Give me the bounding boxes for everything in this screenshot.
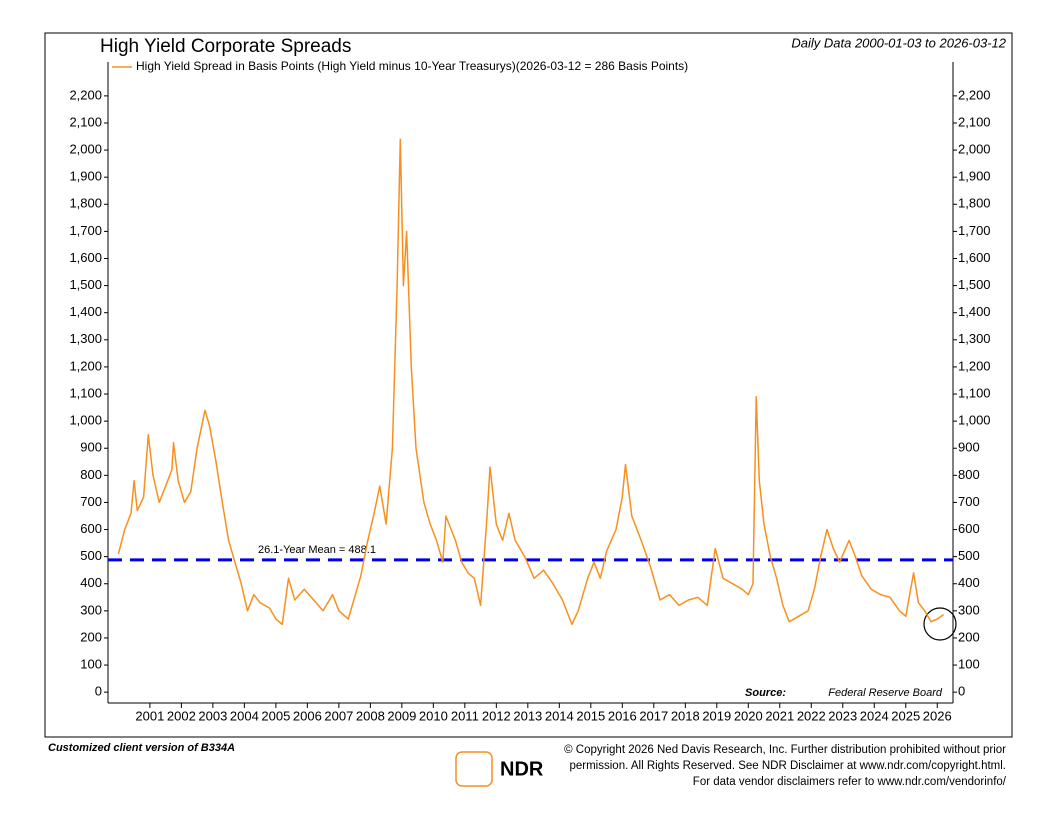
y2-tick-label: 1,700 [958,223,991,238]
y2-tick-label: 1,300 [958,331,991,346]
y2-tick-label: 1,900 [958,169,991,184]
y-tick-label: 700 [80,494,102,509]
y2-tick-label: 900 [958,440,980,455]
y2-tick-label: 2,000 [958,142,991,157]
footer-line: © Copyright 2026 Ned Davis Research, Inc… [564,744,1006,756]
logo-icon [455,751,493,787]
x-tick-label: 2013 [513,708,542,723]
y2-tick-label: 1,800 [958,196,991,211]
y2-tick-label: 700 [958,494,980,509]
y-tick-label: 1,300 [69,331,102,346]
y2-tick-label: 600 [958,521,980,536]
x-tick-label: 2019 [702,708,731,723]
y-tick-label: 1,700 [69,223,102,238]
y-tick-label: 2,000 [69,142,102,157]
y-tick-label: 2,200 [69,87,102,102]
x-tick-label: 2007 [324,708,353,723]
x-tick-label: 2004 [230,708,259,723]
footer-line: For data vendor disclaimers refer to www… [693,776,1007,788]
y2-tick-label: 2,100 [958,114,991,129]
y2-tick-label: 1,500 [958,277,991,292]
x-tick-label: 2006 [293,708,322,723]
x-tick-label: 2012 [482,708,511,723]
x-tick-label: 2025 [891,708,920,723]
x-tick-label: 2011 [451,708,479,723]
subtitle: Daily Data 2000-01-03 to 2026-03-12 [791,35,1006,50]
y-tick-label: 1,100 [69,385,102,400]
x-tick-label: 2015 [576,708,605,723]
x-tick-label: 2017 [639,708,668,723]
x-tick-label: 2024 [860,708,889,723]
x-tick-label: 2001 [135,708,164,723]
x-tick-label: 2020 [734,708,763,723]
y-tick-label: 2,100 [69,114,102,129]
x-tick-label: 2009 [387,708,416,723]
source: Federal Reserve Board [828,687,943,699]
y-tick-label: 1,000 [69,413,102,428]
y-tick-label: 1,600 [69,250,102,265]
y-tick-label: 800 [80,467,102,482]
y2-tick-label: 1,000 [958,413,991,428]
y-tick-label: 300 [80,602,102,617]
y2-tick-label: 400 [958,575,980,590]
x-tick-label: 2008 [356,708,385,723]
frame [44,32,1013,738]
y-tick-label: 1,200 [69,358,102,373]
logo: NDR [500,758,544,780]
y-tick-label: 0 [95,684,102,699]
mean-label: 26.1-Year Mean = 488.1 [258,544,376,556]
y-tick-label: 400 [80,575,102,590]
y2-tick-label: 200 [958,629,980,644]
y-tick-label: 600 [80,521,102,536]
chart-title: High Yield Corporate Spreads [100,36,351,57]
x-tick-label: 2005 [261,708,290,723]
y-tick-label: 1,500 [69,277,102,292]
y2-tick-label: 100 [958,656,980,671]
y2-tick-label: 1,200 [958,358,991,373]
y2-tick-label: 1,400 [958,304,991,319]
y2-tick-label: 1,100 [958,385,991,400]
y-tick-label: 200 [80,629,102,644]
y2-tick-label: 300 [958,602,980,617]
x-tick-label: 2002 [167,708,196,723]
x-tick-label: 2003 [198,708,227,723]
y-tick-label: 500 [80,548,102,563]
y2-tick-label: 0 [958,684,965,699]
x-tick-label: 2018 [671,708,700,723]
footer-left: Customized client version of B334A [48,742,235,754]
highlight-circle [923,607,957,641]
y-tick-label: 1,400 [69,304,102,319]
series-line [117,138,945,626]
legend-label: High Yield Spread in Basis Points (High … [136,59,688,73]
y2-tick-label: 800 [958,467,980,482]
x-tick-label: 2016 [608,708,637,723]
source-label: Source: [745,687,786,699]
y-tick-label: 1,800 [69,196,102,211]
x-tick-label: 2022 [797,708,826,723]
y2-tick-label: 500 [958,548,980,563]
x-tick-label: 2026 [923,708,952,723]
y-tick-label: 1,900 [69,169,102,184]
y-tick-label: 900 [80,440,102,455]
y-tick-label: 100 [80,656,102,671]
footer-line: permission. All Rights Reserved. See NDR… [569,760,1006,772]
y2-tick-label: 2,200 [958,87,991,102]
y2-tick-label: 1,600 [958,250,991,265]
x-tick-label: 2023 [828,708,857,723]
x-tick-label: 2014 [545,708,574,723]
x-tick-label: 2010 [419,708,448,723]
x-tick-label: 2021 [765,708,794,723]
